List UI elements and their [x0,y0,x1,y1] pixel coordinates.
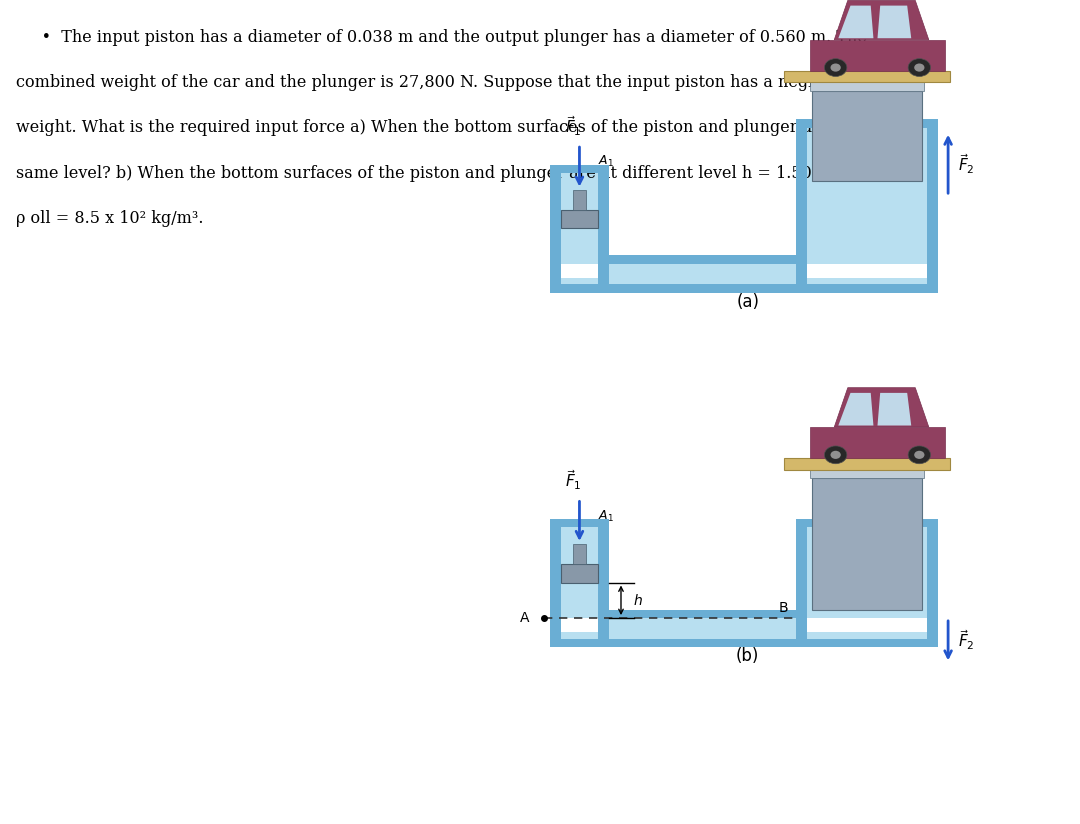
Polygon shape [928,519,937,639]
Polygon shape [834,388,929,427]
Polygon shape [608,610,796,618]
Polygon shape [598,264,807,279]
Polygon shape [572,190,586,210]
Circle shape [914,451,924,459]
Text: (a): (a) [737,293,759,311]
Polygon shape [561,173,598,264]
Circle shape [831,63,840,72]
Polygon shape [551,639,937,647]
Polygon shape [561,210,598,228]
Polygon shape [561,633,928,639]
Polygon shape [810,40,945,71]
Polygon shape [928,119,937,284]
Polygon shape [877,6,912,38]
Text: •  The input piston has a diameter of 0.038 m and the output plunger has a diame: • The input piston has a diameter of 0.0… [15,29,866,46]
Polygon shape [807,128,928,264]
Polygon shape [796,519,807,639]
Text: $h$: $h$ [634,592,644,608]
Polygon shape [834,0,929,40]
Text: $A_1$: $A_1$ [598,154,615,169]
Polygon shape [551,519,608,527]
Polygon shape [561,279,928,284]
Polygon shape [810,82,924,91]
Polygon shape [598,618,807,633]
Polygon shape [608,255,796,264]
Polygon shape [807,527,928,618]
Polygon shape [551,284,937,293]
Polygon shape [561,564,598,583]
Polygon shape [796,519,937,527]
Circle shape [831,451,840,459]
Polygon shape [838,6,874,38]
Text: $\vec{F}_1$: $\vec{F}_1$ [565,114,581,138]
Text: ρ oll = 8.5 x 10² kg/m³.: ρ oll = 8.5 x 10² kg/m³. [15,210,203,227]
Polygon shape [810,470,924,478]
Text: B: B [779,601,788,615]
Polygon shape [551,165,561,284]
Text: $\vec{F}_2$: $\vec{F}_2$ [958,629,975,653]
Polygon shape [784,71,950,82]
Circle shape [908,59,931,77]
Polygon shape [561,527,598,618]
Polygon shape [784,458,950,470]
Circle shape [824,59,847,77]
Text: $\vec{F}_2$: $\vec{F}_2$ [958,152,975,176]
Text: $\vec{F}_1$: $\vec{F}_1$ [565,468,581,492]
Text: (b): (b) [735,647,759,665]
Text: A: A [521,611,529,625]
Polygon shape [838,393,874,425]
Polygon shape [812,478,922,610]
Polygon shape [598,165,608,284]
Polygon shape [810,427,945,458]
Polygon shape [812,91,922,181]
Circle shape [824,446,847,464]
Text: combined weight of the car and the plunger is 27,800 N. Suppose that the input p: combined weight of the car and the plung… [15,74,859,91]
Polygon shape [598,519,608,639]
Polygon shape [551,165,608,173]
Text: same level? b) When the bottom surfaces of the piston and plunger are at differe: same level? b) When the bottom surfaces … [15,165,867,182]
Text: weight. What is the required input force a) When the bottom surfaces of the pist: weight. What is the required input force… [15,119,881,137]
Circle shape [914,63,924,72]
Text: $A_1$: $A_1$ [598,508,615,523]
Polygon shape [877,393,912,425]
Circle shape [908,446,931,464]
Polygon shape [796,119,807,284]
Polygon shape [796,119,937,128]
Polygon shape [551,519,561,639]
Polygon shape [572,544,586,564]
